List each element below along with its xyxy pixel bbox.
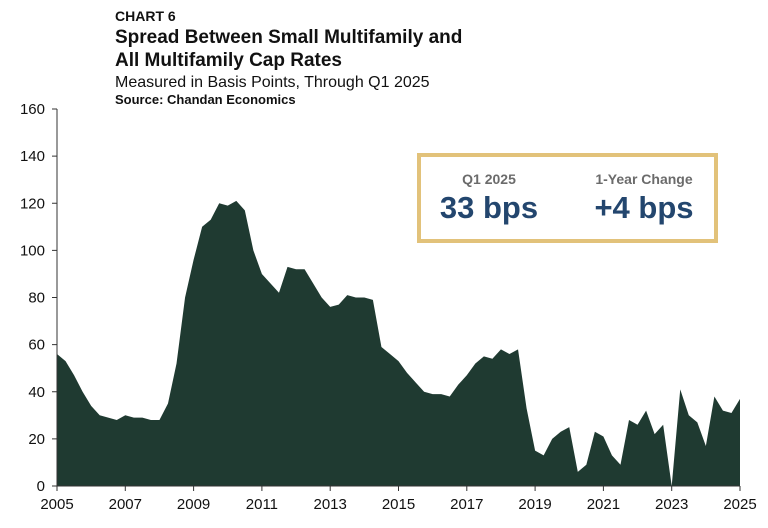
spread-area [57, 200, 740, 486]
chart-title-line-2: All Multifamily Cap Rates [115, 50, 342, 71]
y-tick-label: 160 [20, 101, 45, 118]
callout-current-stat: Q1 2025 33 bps [439, 171, 539, 226]
y-tick-label: 100 [20, 242, 45, 259]
chart-marks [57, 200, 740, 486]
x-tick-label: 2007 [109, 496, 142, 513]
y-tick-label: 20 [28, 431, 45, 448]
chart-title-line-1: Spread Between Small Multifamily and [115, 27, 463, 48]
x-tick-label: 2011 [246, 496, 278, 513]
y-tick-label: 140 [20, 148, 45, 165]
callout-change-value: +4 bps [594, 190, 694, 225]
chart-source: Source: Chandan Economics [115, 92, 296, 107]
y-tick-label: 120 [20, 195, 45, 212]
callout-change-stat: 1-Year Change +4 bps [581, 171, 707, 226]
callout-box: Q1 2025 33 bps 1-Year Change +4 bps [417, 153, 718, 243]
x-tick-label: 2023 [655, 496, 688, 513]
callout-current-value: 33 bps [439, 190, 539, 225]
y-tick-label: 40 [28, 384, 45, 401]
x-tick-label: 2009 [177, 496, 210, 513]
chart-axes: 0 20 40 60 80 100 120 140 160 2005 2007 2009 2011 201… [20, 101, 757, 513]
chart-header: CHART 6 Spread Between Small Multifamily… [115, 8, 462, 108]
x-tick-label: 2025 [723, 496, 756, 513]
x-tick-label: 2019 [518, 496, 551, 513]
callout-current-label: Q1 2025 [462, 171, 516, 187]
y-tick-label: 60 [28, 337, 45, 354]
chart-subtitle: Measured in Basis Points, Through Q1 202… [115, 74, 430, 91]
chart-number: CHART 6 [115, 8, 176, 24]
y-tick-label: 0 [37, 478, 45, 495]
x-tick-label: 2005 [40, 496, 73, 513]
x-tick-label: 2015 [382, 496, 415, 513]
x-tick-label: 2013 [314, 496, 347, 513]
x-tick-label: 2017 [450, 496, 483, 513]
x-tick-label: 2021 [587, 496, 620, 513]
y-tick-label: 80 [28, 290, 45, 307]
callout-change-label: 1-Year Change [595, 171, 693, 187]
